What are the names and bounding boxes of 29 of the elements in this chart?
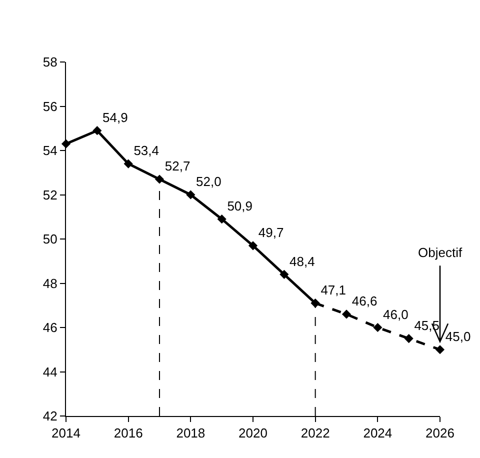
data-label: 50,9 (227, 198, 253, 214)
data-label: 54,9 (102, 110, 128, 125)
data-label: 47,1 (320, 282, 346, 298)
y-tick-label: 54 (42, 143, 58, 158)
x-tick-label: 2020 (238, 426, 268, 441)
x-tick-label: 2016 (114, 426, 143, 441)
annotation: Objectif (418, 245, 462, 260)
data-label: 53,4 (134, 143, 160, 158)
x-tick-label: 2018 (176, 426, 206, 441)
data-label: 52,7 (164, 158, 190, 174)
y-tick-label: 56 (42, 98, 58, 114)
y-tick-label: 50 (42, 232, 58, 247)
x-tick-label: 2014 (52, 426, 80, 441)
x-tick-label: 2024 (363, 426, 392, 441)
y-tick-label: 42 (42, 408, 58, 424)
data-label: 48,4 (290, 254, 315, 269)
y-tick-label: 46 (42, 320, 58, 336)
data-label: 45,5 (414, 318, 440, 333)
data-label: 45,0 (445, 329, 471, 344)
y-tick-label: 44 (42, 364, 58, 380)
data-label: 49,7 (258, 225, 284, 240)
y-tick-label: 52 (42, 187, 58, 202)
data-label: 52,0 (196, 174, 222, 190)
data-label: 46,0 (383, 306, 408, 322)
y-tick-label: 48 (42, 276, 58, 291)
y-tick-label: 58 (42, 54, 58, 70)
x-tick-label: 2026 (426, 426, 454, 441)
x-tick-label: 2022 (300, 426, 330, 441)
data-label: 46,6 (352, 294, 378, 309)
